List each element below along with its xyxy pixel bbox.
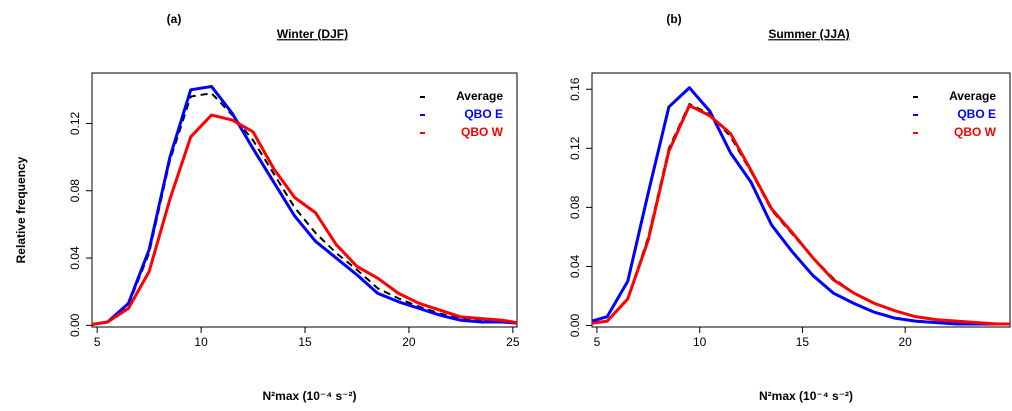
series-line xyxy=(592,86,1010,326)
y-tick-label: 0.16 xyxy=(568,77,582,101)
y-tick-label: 0.08 xyxy=(568,195,582,219)
legend-label: QBO W xyxy=(461,125,504,139)
x-tick-label: 20 xyxy=(899,335,913,349)
x-tick-label: 25 xyxy=(506,335,520,349)
plot-area xyxy=(92,84,517,326)
plot-area xyxy=(592,86,1010,326)
x-tick-label: 15 xyxy=(298,335,312,349)
legend-label: Average xyxy=(949,89,996,103)
panel-label: (b) xyxy=(666,12,681,26)
chart-title: Summer (JJA) xyxy=(768,27,849,41)
y-axis-label: Relative frequency xyxy=(14,156,28,263)
x-tick-label: 15 xyxy=(796,335,810,349)
x-axis-label: N²max (10⁻⁴ s⁻²) xyxy=(759,389,853,403)
chart-title: Winter (DJF) xyxy=(277,27,348,41)
y-tick-label: 0.00 xyxy=(568,314,582,338)
x-tick-label: 5 xyxy=(594,335,601,349)
x-tick-label: 10 xyxy=(693,335,707,349)
y-tick-label: 0.08 xyxy=(68,179,82,203)
x-tick-label: 5 xyxy=(94,335,101,349)
series-line xyxy=(592,103,1010,326)
legend-label: QBO E xyxy=(957,107,996,121)
y-tick-label: 0.12 xyxy=(68,111,82,135)
legend-label: QBO W xyxy=(954,125,997,139)
panel-label: (a) xyxy=(167,12,182,26)
y-tick-label: 0.12 xyxy=(568,136,582,160)
plot-frame xyxy=(91,72,518,328)
y-tick-label: 0.04 xyxy=(68,246,82,270)
y-tick-label: 0.00 xyxy=(68,313,82,337)
series-line xyxy=(92,92,517,326)
series-line xyxy=(92,113,517,326)
plot-frame xyxy=(591,72,1011,328)
legend-label: Average xyxy=(456,89,503,103)
x-axis-label: N²max (10⁻⁴ s⁻²) xyxy=(263,389,357,403)
series-line xyxy=(92,84,517,326)
x-tick-label: 10 xyxy=(194,335,208,349)
x-tick-label: 20 xyxy=(402,335,416,349)
y-tick-label: 0.04 xyxy=(568,254,582,278)
legend-label: QBO E xyxy=(464,107,503,121)
series-line xyxy=(592,103,1010,326)
